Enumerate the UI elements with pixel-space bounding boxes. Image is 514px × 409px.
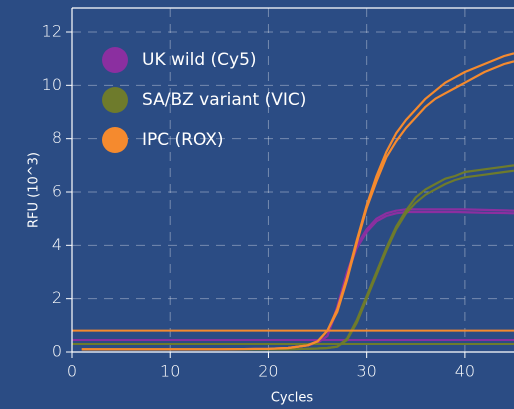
x-tick-label: 20 bbox=[258, 362, 278, 381]
curve bbox=[81, 60, 514, 351]
y-tick-label: 12 bbox=[42, 22, 62, 41]
curve bbox=[81, 210, 514, 351]
x-axis-label: Cycles bbox=[271, 391, 314, 406]
legend: UK wild (Cy5) SA/BZ variant (VIC) IPC (ROX… bbox=[102, 47, 306, 153]
legend-swatch bbox=[102, 87, 128, 113]
curve bbox=[81, 208, 514, 351]
curve bbox=[81, 164, 514, 351]
x-tick-label: 10 bbox=[160, 362, 180, 381]
legend-label: UK wild (Cy5) bbox=[142, 50, 257, 70]
plot-area bbox=[72, 52, 514, 351]
y-tick-label: 4 bbox=[52, 235, 62, 254]
legend-swatch bbox=[102, 127, 128, 153]
axes: 0 2 4 6 8 10 12 0 10 20 30 40 bbox=[42, 7, 514, 381]
curve bbox=[81, 169, 514, 351]
grid bbox=[72, 8, 514, 352]
legend-label: SA/BZ variant (VIC) bbox=[142, 90, 306, 110]
y-tick-label: 10 bbox=[42, 75, 62, 94]
y-tick-label: 6 bbox=[52, 182, 62, 201]
legend-swatch bbox=[102, 47, 128, 73]
y-tick-label: 8 bbox=[52, 128, 62, 147]
x-tick-label: 30 bbox=[356, 362, 376, 381]
legend-label: IPC (ROX) bbox=[142, 130, 224, 150]
x-tick-label: 0 bbox=[67, 362, 77, 381]
y-axis-label: RFU (10^3) bbox=[27, 152, 42, 228]
y-tick-label: 0 bbox=[52, 342, 62, 361]
y-tick-label: 2 bbox=[52, 288, 62, 307]
x-tick-label: 40 bbox=[455, 362, 475, 381]
